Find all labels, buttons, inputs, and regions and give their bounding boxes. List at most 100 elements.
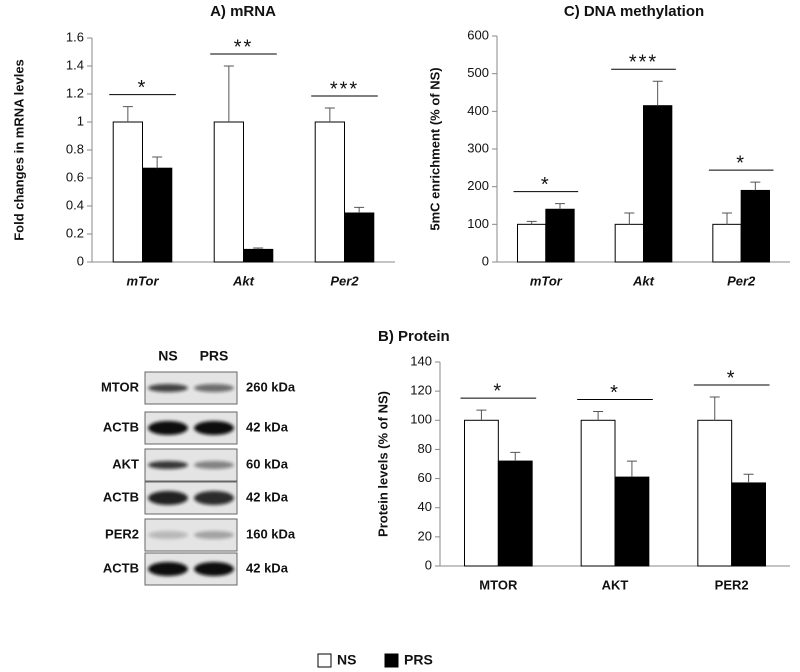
error-bar <box>554 203 565 210</box>
bar <box>545 208 575 263</box>
error-bar <box>750 181 761 191</box>
row-label: AKT <box>112 456 139 471</box>
x-tick-label: PER2 <box>715 577 749 592</box>
row-label: ACTB <box>103 489 139 504</box>
error-bar <box>354 206 365 213</box>
blot-band <box>194 421 234 435</box>
y-tick-label: 1.4 <box>66 57 84 72</box>
blot-band <box>148 421 188 435</box>
y-tick-label: 40 <box>418 499 432 514</box>
x-tick-label: mTor <box>126 273 159 288</box>
blot-band <box>148 491 188 505</box>
bar <box>142 167 173 263</box>
error-bar <box>652 80 663 106</box>
error-bar <box>743 473 754 483</box>
y-tick-label: 80 <box>418 441 432 456</box>
error-bar <box>253 247 264 250</box>
chart-title: C) DNA methylation <box>564 3 704 20</box>
x-tick-label: MTOR <box>479 577 518 592</box>
y-tick-label: 0 <box>482 253 489 268</box>
significance-label: * <box>727 367 737 389</box>
error-bar <box>626 460 637 478</box>
legend-swatch <box>384 653 399 668</box>
bar <box>712 223 742 263</box>
legend-swatch <box>317 653 332 668</box>
blot-band <box>148 384 188 392</box>
y-tick-label: 0.4 <box>66 197 84 212</box>
significance-label: * <box>610 382 620 404</box>
error-bar <box>152 156 163 169</box>
error-bar <box>122 106 133 122</box>
significance-label: ** <box>234 36 254 58</box>
y-tick-label: 1.6 <box>66 29 84 44</box>
x-tick-label: AKT <box>602 577 629 592</box>
error-bar <box>624 212 635 225</box>
blot-band <box>194 531 234 539</box>
significance-label: * <box>541 174 551 196</box>
x-tick-label: mTor <box>530 273 563 288</box>
y-tick-label: 20 <box>418 528 432 543</box>
y-axis-label: 5mC enrichment (% of NS) <box>427 67 442 230</box>
y-tick-label: 140 <box>410 353 432 368</box>
bar <box>213 121 245 263</box>
y-axis-label: Protein levels (% of NS) <box>375 391 390 537</box>
y-tick-label: 0.2 <box>66 225 84 240</box>
row-label: ACTB <box>103 419 139 434</box>
error-bar <box>593 411 604 421</box>
size-label: 42 kDa <box>246 560 289 575</box>
bar <box>497 460 533 567</box>
error-bar <box>510 451 521 462</box>
legend-label: NS <box>337 652 356 668</box>
error-bar <box>722 212 733 225</box>
bar <box>517 223 547 263</box>
bar <box>464 419 499 567</box>
blot-band <box>194 384 234 392</box>
bar <box>740 189 770 263</box>
y-tick-label: 100 <box>467 216 489 231</box>
significance-label: * <box>138 77 148 99</box>
y-tick-label: 1 <box>77 113 84 128</box>
y-tick-label: 300 <box>467 140 489 155</box>
error-bar <box>223 65 234 122</box>
size-label: 160 kDa <box>246 526 296 541</box>
blot-band <box>148 562 188 576</box>
chart-title: B) Protein <box>378 328 450 345</box>
bar <box>243 248 274 263</box>
y-tick-label: 400 <box>467 103 489 118</box>
blot-band <box>194 461 234 469</box>
row-label: ACTB <box>103 560 139 575</box>
y-tick-label: 0 <box>425 557 432 572</box>
chart-title: A) mRNA <box>210 3 276 20</box>
y-tick-label: 0.8 <box>66 141 84 156</box>
row-label: PER2 <box>105 526 139 541</box>
blot-band <box>194 491 234 505</box>
significance-label: * <box>493 380 503 402</box>
size-label: 260 kDa <box>246 379 296 394</box>
legend-label: PRS <box>404 652 433 668</box>
error-bar <box>476 409 487 421</box>
significance-label: *** <box>629 51 658 73</box>
size-label: 42 kDa <box>246 419 289 434</box>
bar <box>731 482 767 567</box>
x-tick-label: Per2 <box>727 273 756 288</box>
bar <box>580 419 616 567</box>
y-tick-label: 500 <box>467 65 489 80</box>
error-bar <box>709 396 720 421</box>
size-label: 60 kDa <box>246 456 289 471</box>
x-tick-label: Per2 <box>330 273 359 288</box>
significance-label: *** <box>330 78 359 100</box>
bar <box>697 419 733 567</box>
lane-label: NS <box>158 348 177 364</box>
y-tick-label: 600 <box>467 27 489 42</box>
y-tick-label: 0.6 <box>66 169 84 184</box>
blot-band <box>194 562 234 576</box>
lane-label: PRS <box>200 348 229 364</box>
x-tick-label: Akt <box>232 273 255 288</box>
y-axis-label: Fold changes in mRNA levles <box>11 59 26 241</box>
bar <box>614 476 650 567</box>
error-bar <box>526 220 537 225</box>
row-label: MTOR <box>101 379 140 394</box>
bar <box>614 223 645 263</box>
significance-label: * <box>736 152 746 174</box>
